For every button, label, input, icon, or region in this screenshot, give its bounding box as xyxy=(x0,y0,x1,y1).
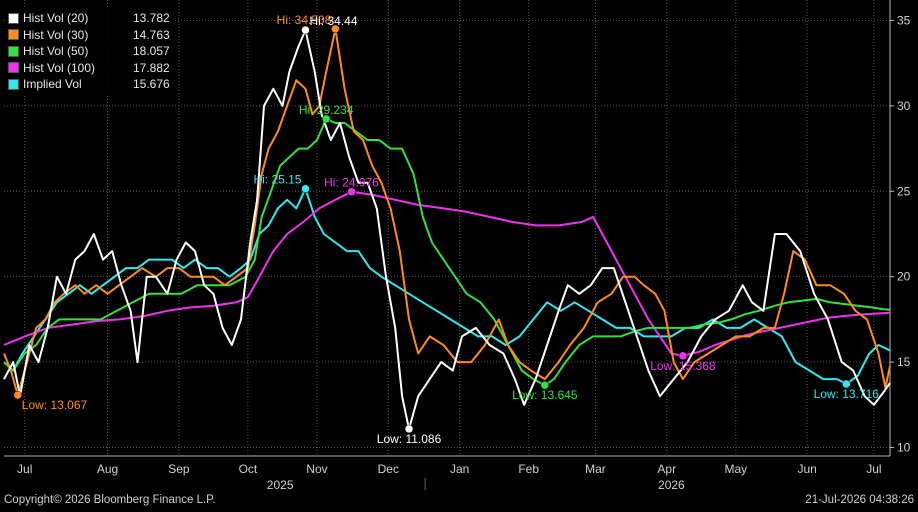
x-tick-label: Sep xyxy=(168,462,190,476)
y-tick-label: 25 xyxy=(897,184,911,198)
x-tick-label: Feb xyxy=(518,462,539,476)
extreme-point xyxy=(842,379,851,389)
x-tick-label: Jul xyxy=(17,462,32,476)
timestamp-text: 21-Jul-2026 04:38:26 xyxy=(805,494,914,506)
grid-lines xyxy=(4,0,890,456)
legend-swatch xyxy=(8,12,19,24)
legend-swatch xyxy=(8,78,19,90)
extreme-label: Low: 13.645 xyxy=(512,388,578,402)
legend-swatch xyxy=(8,62,19,74)
legend-series-value: 14.763 xyxy=(133,27,170,42)
legend-item: Implied Vol 15.676 xyxy=(8,76,170,93)
x-tick-label: Jul xyxy=(866,462,881,476)
series-lines xyxy=(3,27,891,430)
extreme-label: Hi: 24.976 xyxy=(324,176,379,190)
extreme-point xyxy=(331,24,340,34)
legend-series-name: Hist Vol (50) xyxy=(23,44,89,58)
legend-item: Hist Vol (50) 18.057 xyxy=(8,43,170,60)
extreme-point xyxy=(540,380,550,390)
legend-item: Hist Vol (30) 14.763 xyxy=(8,27,170,44)
extreme-label: Low: 13.716 xyxy=(814,387,880,401)
extreme-point xyxy=(13,390,23,400)
extreme-label: Low: 15.368 xyxy=(650,359,716,373)
x-tick-label: Aug xyxy=(97,462,118,476)
extreme-point xyxy=(301,25,310,35)
extreme-label: Hi: 25.15 xyxy=(253,173,301,187)
extreme-label: Low: 13.067 xyxy=(22,398,88,412)
x-tick-label: Jan xyxy=(450,462,469,476)
x-tick-label: May xyxy=(724,462,747,476)
x-tick-label: Jun xyxy=(797,462,816,476)
extreme-label: Hi: 29.234 xyxy=(299,103,354,117)
legend-series-value: 17.882 xyxy=(133,60,170,75)
extreme-label: Hi: 34.44 xyxy=(309,14,357,28)
legend-swatch xyxy=(8,29,19,41)
legend-series-name: Hist Vol (100) xyxy=(23,60,96,75)
x-tick-label: Oct xyxy=(239,462,258,476)
series-line-hist-vol-20 xyxy=(3,29,891,430)
extreme-point xyxy=(321,114,331,124)
legend-series-name: Hist Vol (20) xyxy=(23,11,89,25)
y-tick-label: 15 xyxy=(897,355,911,369)
extreme-point xyxy=(404,424,414,434)
legend-series-name: Hist Vol (30) xyxy=(23,27,89,42)
y-tick-label: 35 xyxy=(897,13,911,27)
extreme-point xyxy=(301,184,310,193)
legend-item: Hist Vol (100) 17.882 xyxy=(8,60,170,77)
legend-series-value: 13.782 xyxy=(133,11,170,25)
extreme-label: Hi: 34.508 xyxy=(277,13,332,27)
x-tick-label: Mar xyxy=(585,462,606,476)
y-tick-label: 30 xyxy=(897,99,911,113)
series-line-implied-vol xyxy=(3,187,891,385)
x-tick-label: Dec xyxy=(378,462,399,476)
x-tick-label: Apr xyxy=(657,462,676,476)
legend: Hist Vol (20) 13.782 Hist Vol (30) 14.763 Hi… xyxy=(6,8,174,95)
year-label: 2026 xyxy=(658,478,685,492)
y-tick-label: 10 xyxy=(897,440,911,454)
footer: Copyright© 2026 Bloomberg Finance L.P. 2… xyxy=(0,490,918,512)
legend-series-value: 15.676 xyxy=(133,77,170,91)
legend-series-name: Implied Vol xyxy=(23,77,82,91)
legend-swatch xyxy=(8,45,19,57)
x-tick-label: Nov xyxy=(306,462,327,476)
legend-item: Hist Vol (20) 13.782 xyxy=(8,10,170,27)
legend-series-value: 18.057 xyxy=(133,44,170,58)
y-tick-label: 20 xyxy=(897,270,911,284)
extreme-point xyxy=(347,187,356,196)
extreme-point xyxy=(678,351,688,361)
year-label: 2025 xyxy=(267,478,294,492)
series-line-hist-vol-50 xyxy=(3,118,891,387)
series-line-hist-vol-100 xyxy=(3,190,891,357)
copyright-text: Copyright© 2026 Bloomberg Finance L.P. xyxy=(4,494,216,506)
extreme-label: Low: 11.086 xyxy=(377,432,442,446)
series-line-hist-vol-30 xyxy=(3,27,891,397)
